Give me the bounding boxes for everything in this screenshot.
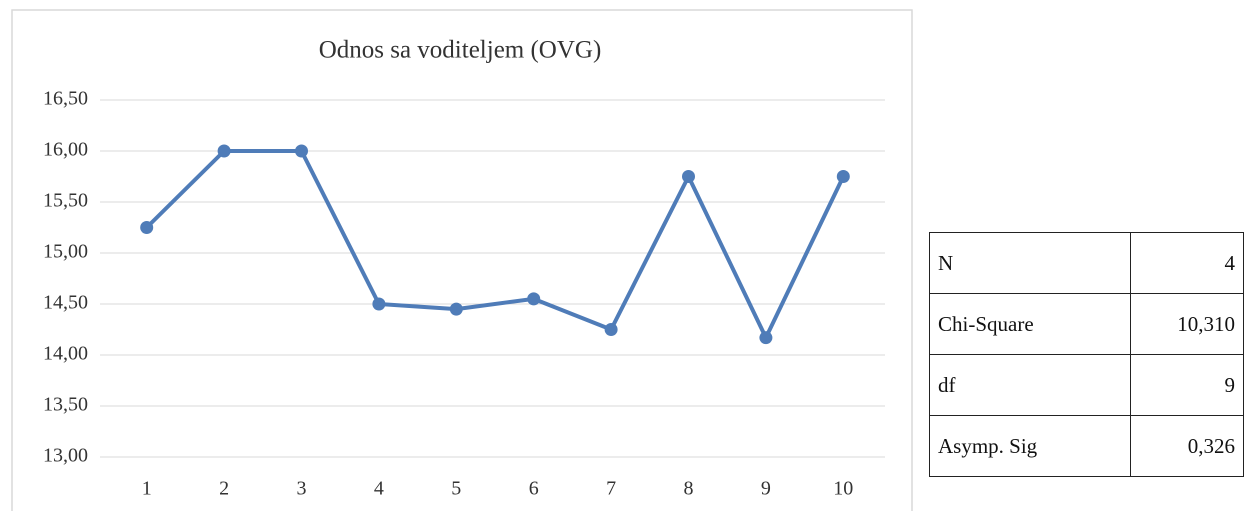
table-label: Chi-Square bbox=[929, 293, 1131, 355]
point bbox=[217, 144, 231, 158]
table-value: 10,310 bbox=[1130, 293, 1244, 355]
point bbox=[527, 292, 541, 306]
x-tick-label: 2 bbox=[219, 478, 229, 500]
point bbox=[449, 302, 463, 316]
chart-title: Odnos sa voditeljem (OVG) bbox=[319, 37, 602, 64]
y-tick-label: 16,00 bbox=[43, 139, 88, 161]
point bbox=[682, 170, 695, 183]
y-tick-label: 13,50 bbox=[43, 394, 88, 416]
table-row: Asymp. Sig 0,326 bbox=[929, 415, 1244, 477]
x-tick-label: 6 bbox=[529, 478, 539, 500]
series-line bbox=[145, 149, 846, 340]
y-tick-label: 15,00 bbox=[43, 241, 88, 263]
table-label: Asymp. Sig bbox=[929, 415, 1131, 477]
x-tick-label: 1 bbox=[142, 478, 152, 500]
stats-table: N 4 Chi-Square 10,310 df 9 Asymp. Sig 0,326 bbox=[929, 232, 1244, 477]
x-tick-label: 4 bbox=[374, 478, 384, 500]
table-label: N bbox=[929, 232, 1131, 294]
y-tick-label: 14,00 bbox=[43, 343, 88, 365]
point bbox=[836, 170, 850, 183]
x-tick-label: 7 bbox=[606, 478, 616, 500]
x-tick-label: 5 bbox=[451, 478, 461, 500]
point bbox=[295, 144, 308, 158]
table-value: 4 bbox=[1130, 232, 1244, 294]
x-tick-label: 8 bbox=[684, 478, 694, 500]
table-row: Chi-Square 10,310 bbox=[929, 293, 1244, 355]
point bbox=[759, 331, 773, 345]
x-tick-label: 10 bbox=[833, 478, 853, 500]
y-tick-label: 13,00 bbox=[43, 445, 88, 467]
point bbox=[140, 221, 154, 234]
y-tick-label: 14,50 bbox=[43, 292, 88, 314]
y-tick-label: 15,50 bbox=[43, 190, 88, 212]
x-tick-label: 9 bbox=[761, 478, 771, 500]
table-row: df 9 bbox=[929, 354, 1244, 416]
y-tick-label: 16,50 bbox=[43, 88, 88, 110]
point bbox=[372, 297, 386, 311]
point bbox=[604, 323, 618, 336]
x-tick-label: 3 bbox=[297, 478, 307, 500]
table-value: 9 bbox=[1130, 354, 1244, 416]
chart-frame bbox=[11, 9, 913, 511]
chart: Odnos sa voditeljem (OVG) 13,00 13,50 14,0… bbox=[11, 9, 913, 511]
table-value: 0,326 bbox=[1130, 415, 1244, 477]
table-body: N 4 Chi-Square 10,310 df 9 Asymp. Sig 0,326 bbox=[929, 232, 1244, 477]
table-label: df bbox=[929, 354, 1131, 416]
